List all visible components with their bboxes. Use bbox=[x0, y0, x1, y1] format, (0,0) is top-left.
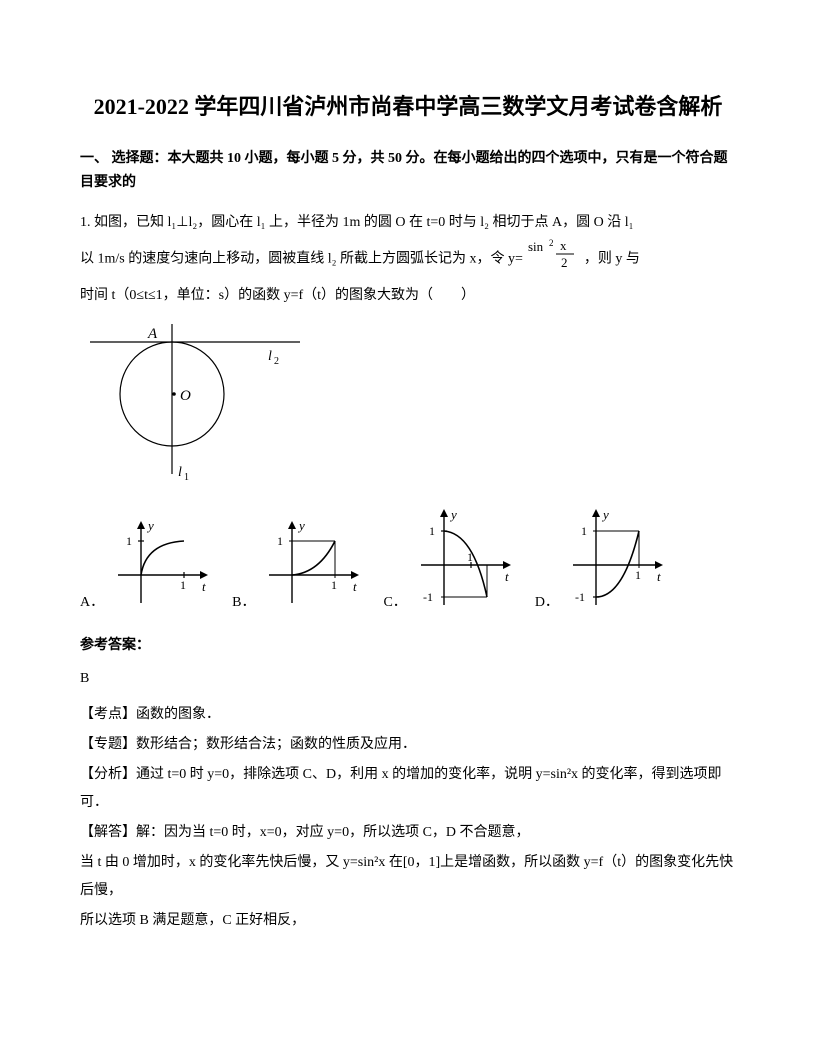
q-text-2b: ，则 y 与 bbox=[584, 251, 640, 266]
analysis-jieda-1: 【解答】解：因为当 t=0 时，x=0，对应 y=0，所以选项 C，D 不合题意… bbox=[80, 819, 736, 847]
option-a-label: A． bbox=[80, 590, 104, 615]
option-a: A． 1 1 y t bbox=[80, 515, 216, 615]
svg-text:-1: -1 bbox=[423, 590, 433, 604]
option-d: D． 1 1 -1 y t bbox=[535, 505, 671, 615]
question-line-1: 1. 如图，已知 l₁⊥l₂，圆心在 l₁ 上，半径为 1m 的圆 O 在 t=… bbox=[80, 209, 736, 237]
question-line-3: 时间 t（0≤t≤1，单位：s）的函数 y=f（t）的图象大致为（ ） bbox=[80, 282, 736, 310]
analysis-jieda-2: 当 t 由 0 增加时，x 的变化率先快后慢，又 y=sin²x 在[0，1]上… bbox=[80, 849, 736, 905]
analysis-zhuanti: 【专题】数形结合；数形结合法；函数的性质及应用． bbox=[80, 731, 736, 759]
option-c-label: C． bbox=[383, 590, 406, 615]
answer-letter: B bbox=[80, 666, 736, 691]
analysis: 【考点】函数的图象． 【专题】数形结合；数形结合法；函数的性质及应用． 【分析】… bbox=[80, 701, 736, 935]
main-diagram: A O l 2 l 1 bbox=[90, 324, 736, 491]
svg-text:y: y bbox=[297, 518, 305, 533]
option-d-graph: 1 1 -1 y t bbox=[561, 505, 671, 615]
label-l1-sub: 1 bbox=[184, 472, 189, 482]
svg-text:x: x bbox=[560, 238, 567, 253]
option-b-label: B． bbox=[232, 590, 255, 615]
option-a-graph: 1 1 y t bbox=[106, 515, 216, 615]
formula-sin2: sin 2 x 2 bbox=[526, 237, 580, 282]
svg-text:1: 1 bbox=[467, 550, 473, 564]
label-o: O bbox=[180, 388, 191, 404]
svg-text:2: 2 bbox=[549, 238, 554, 248]
question-number: 1. bbox=[80, 215, 91, 230]
svg-text:-1: -1 bbox=[575, 590, 585, 604]
svg-text:t: t bbox=[353, 579, 357, 594]
svg-text:t: t bbox=[505, 569, 509, 584]
svg-text:1: 1 bbox=[635, 568, 641, 582]
analysis-fenxi: 【分析】通过 t=0 时 y=0，排除选项 C、D，利用 x 的增加的变化率，说… bbox=[80, 761, 736, 817]
svg-text:1: 1 bbox=[277, 534, 283, 548]
option-b-graph: 1 1 y t bbox=[257, 515, 367, 615]
option-c: C． 1 1 -1 y t bbox=[383, 505, 518, 615]
q-text-2a: 以 1m/s 的速度匀速向上移动，圆被直线 l₂ 所截上方圆弧长记为 x，令 y… bbox=[80, 251, 523, 266]
svg-text:sin: sin bbox=[528, 239, 544, 254]
q-text-1: 如图，已知 l₁⊥l₂，圆心在 l₁ 上，半径为 1m 的圆 O 在 t=0 时… bbox=[94, 215, 634, 230]
svg-text:1: 1 bbox=[331, 578, 337, 592]
question-line-2: 以 1m/s 的速度匀速向上移动，圆被直线 l₂ 所截上方圆弧长记为 x，令 y… bbox=[80, 237, 736, 282]
option-c-graph: 1 1 -1 y t bbox=[409, 505, 519, 615]
svg-text:1: 1 bbox=[126, 534, 132, 548]
analysis-jieda-3: 所以选项 B 满足题意，C 正好相反， bbox=[80, 907, 736, 935]
svg-text:1: 1 bbox=[581, 524, 587, 538]
answer-label: 参考答案： bbox=[80, 633, 736, 658]
svg-text:t: t bbox=[657, 569, 661, 584]
question-1: 1. 如图，已知 l₁⊥l₂，圆心在 l₁ 上，半径为 1m 的圆 O 在 t=… bbox=[80, 209, 736, 310]
svg-text:t: t bbox=[202, 579, 206, 594]
exam-title: 2021-2022 学年四川省泸州市尚春中学高三数学文月考试卷含解析 bbox=[80, 90, 736, 123]
section-header: 一、 选择题：本大题共 10 小题，每小题 5 分，共 50 分。在每小题给出的… bbox=[80, 147, 736, 195]
svg-text:y: y bbox=[449, 507, 457, 522]
label-l2: l bbox=[268, 349, 272, 364]
option-b: B． 1 1 y t bbox=[232, 515, 367, 615]
center-dot bbox=[172, 392, 176, 396]
svg-text:1: 1 bbox=[180, 578, 186, 592]
svg-text:2: 2 bbox=[561, 255, 568, 270]
analysis-kaodian: 【考点】函数的图象． bbox=[80, 701, 736, 729]
label-l2-sub: 2 bbox=[274, 356, 279, 367]
options-row: A． 1 1 y t B． 1 1 y t bbox=[80, 505, 736, 615]
label-a: A bbox=[147, 326, 158, 342]
svg-text:y: y bbox=[146, 518, 154, 533]
svg-text:1: 1 bbox=[429, 524, 435, 538]
option-d-label: D． bbox=[535, 590, 559, 615]
label-l1: l bbox=[178, 465, 182, 480]
svg-text:y: y bbox=[601, 507, 609, 522]
